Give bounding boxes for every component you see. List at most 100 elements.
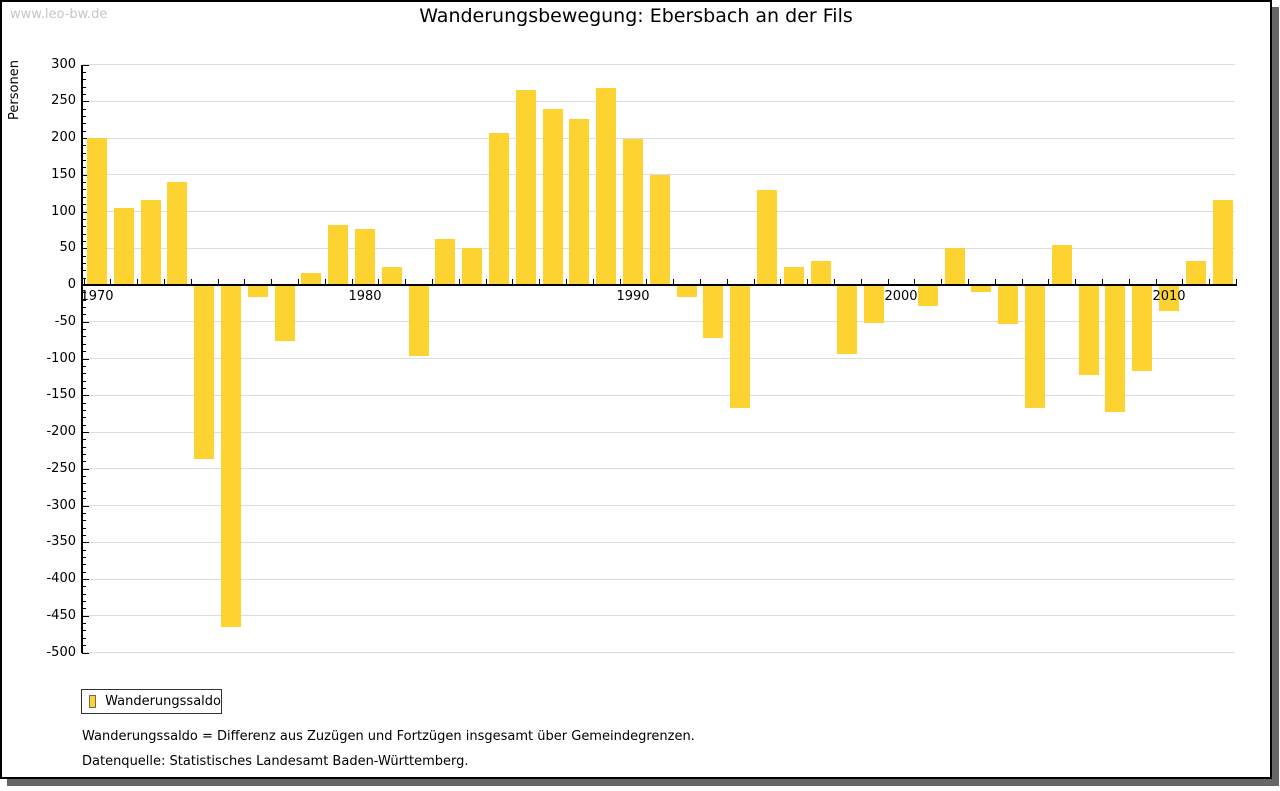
x-tick [700, 279, 701, 284]
y-tick [82, 527, 86, 529]
bar-1971 [113, 207, 134, 285]
bar-1988 [569, 118, 590, 285]
y-tick [82, 336, 86, 338]
bar-1972 [140, 200, 161, 285]
x-tick [512, 279, 514, 284]
y-tick-label: 200 [51, 130, 76, 145]
y-tick [82, 579, 89, 580]
y-tick [82, 204, 86, 206]
grid-line [82, 394, 1235, 396]
y-tick-label: -100 [46, 350, 76, 366]
y-tick [82, 292, 86, 294]
y-tick [82, 351, 86, 353]
y-tick [82, 329, 86, 331]
bar-1990 [623, 139, 643, 285]
x-tick [566, 279, 567, 284]
y-tick-label: -150 [46, 387, 76, 403]
y-tick [82, 101, 89, 103]
x-tick [83, 279, 85, 284]
x-tick [458, 279, 460, 284]
y-tick-label: 100 [51, 203, 76, 219]
y-tick [82, 86, 86, 88]
bar-1981 [381, 267, 402, 285]
x-tick [1128, 279, 1130, 284]
y-tick [82, 314, 86, 316]
y-tick [82, 358, 89, 360]
y-tick [82, 365, 86, 367]
y-tick-label: 150 [51, 166, 76, 182]
x-tick-label: 1980 [348, 289, 382, 304]
y-tick [82, 64, 89, 66]
x-tick [887, 279, 889, 284]
y-tick [82, 601, 86, 603]
y-tick [82, 240, 86, 242]
bar-1980 [355, 229, 375, 285]
y-tick [82, 123, 86, 125]
x-tick [592, 279, 594, 284]
x-tick [298, 279, 299, 284]
y-tick [82, 387, 86, 389]
footnote-definition: Wanderungssaldo = Differenz aus Zuzügen … [82, 729, 695, 744]
y-tick [82, 321, 89, 323]
bar-2002 [944, 248, 965, 285]
legend-swatch [89, 695, 97, 708]
y-tick [82, 454, 86, 456]
y-tick-label: -250 [46, 460, 76, 476]
y-tick [82, 248, 89, 250]
y-tick [82, 586, 86, 588]
y-tick [82, 277, 86, 279]
legend-label: Wanderungssaldo [105, 694, 221, 709]
y-tick-label: -400 [46, 571, 76, 586]
bar-1983 [435, 239, 456, 285]
grid-line [82, 505, 1235, 506]
bar-2007 [1078, 285, 1099, 376]
x-tick [485, 279, 487, 284]
y-tick-label: 50 [59, 240, 76, 256]
bar-2004 [998, 285, 1019, 324]
y-tick [82, 343, 86, 345]
y-tick [82, 505, 89, 507]
grid-line [82, 468, 1235, 470]
x-tick [1102, 279, 1103, 284]
grid-line [82, 431, 1235, 433]
grid-line [82, 615, 1235, 617]
bar-1974 [194, 285, 215, 460]
bar-1989 [596, 88, 617, 285]
x-tick [753, 279, 755, 284]
bar-1984 [462, 247, 483, 285]
x-tick [968, 279, 969, 284]
y-tick [82, 196, 86, 198]
y-tick [82, 211, 89, 213]
grid-line [82, 541, 1235, 543]
x-tick-label: 2000 [884, 289, 918, 304]
bar-1982 [408, 285, 429, 357]
bar-2008 [1105, 285, 1126, 413]
y-tick [82, 615, 89, 617]
y-tick-label: 0 [67, 277, 76, 292]
y-tick [82, 71, 86, 73]
bar-1999 [864, 285, 885, 324]
x-tick [378, 279, 380, 284]
x-tick [539, 279, 541, 284]
y-tick [82, 226, 86, 228]
grid-line [82, 64, 1235, 65]
y-tick-label: 250 [51, 93, 76, 109]
y-tick [82, 652, 89, 654]
bar-1973 [167, 182, 188, 285]
x-tick [834, 279, 835, 284]
y-tick [82, 542, 89, 544]
y-tick-label: -500 [46, 644, 76, 660]
y-tick [82, 446, 86, 448]
y-tick [82, 138, 89, 139]
y-tick [82, 167, 86, 169]
x-tick [164, 279, 165, 284]
y-tick [82, 160, 86, 162]
x-tick [217, 279, 219, 284]
x-tick [110, 279, 112, 284]
x-tick [807, 279, 809, 284]
x-tick [1236, 279, 1237, 284]
bar-2010 [1159, 285, 1179, 311]
x-tick [941, 279, 943, 284]
y-tick [82, 498, 86, 500]
plot-area: 300 250 200 150 100 50 0 -50 -100 -150 -200 -250 -30… [2, 2, 1270, 777]
